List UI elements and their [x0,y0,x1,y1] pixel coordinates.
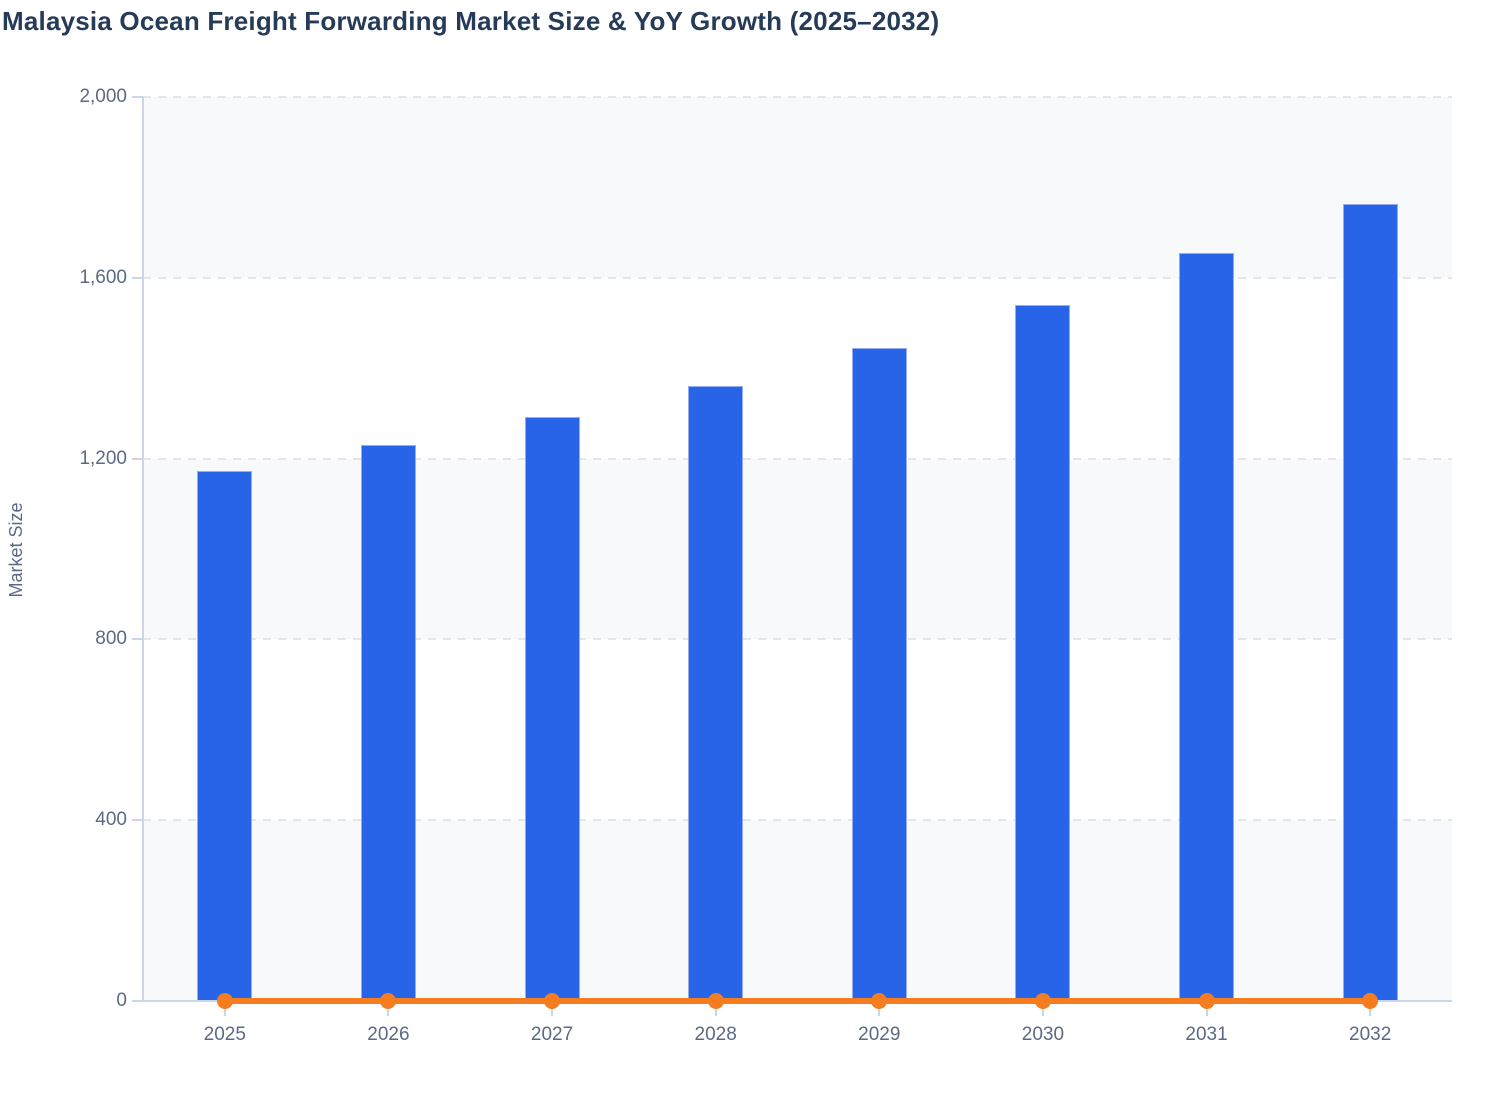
x-tick-mark [223,1002,226,1016]
bar-2032[interactable] [1342,204,1398,1001]
yoy-marker-2030[interactable] [1034,993,1051,1009]
x-tick-mark [714,1002,717,1016]
yoy-marker-2032[interactable] [1362,993,1379,1009]
bar-2028[interactable] [688,386,744,1001]
yoy-marker-2026[interactable] [380,993,397,1009]
gridline [143,96,1452,98]
y-tick-label-400: 400 [95,809,127,831]
x-tick-mark [1205,1002,1208,1016]
x-tick-label-2031: 2031 [1185,1024,1228,1045]
x-tick-label-2026: 2026 [367,1024,410,1045]
x-tick-mark [551,1002,554,1016]
gridline [143,457,1452,460]
y-tick-mark [132,1000,143,1002]
y-tick-mark [132,276,143,279]
x-tick-mark [1041,1002,1044,1016]
yoy-marker-2028[interactable] [707,993,724,1009]
x-tick-mark [878,1002,881,1016]
y-axis-line [142,97,144,1001]
plot-band [143,820,1452,1001]
bar-2031[interactable] [1179,253,1235,1001]
yoy-marker-2027[interactable] [544,993,561,1009]
yoy-marker-2029[interactable] [871,993,888,1009]
x-tick-mark [387,1002,390,1016]
x-tick-label-2025: 2025 [203,1024,246,1045]
chart-title: Malaysia Ocean Freight Forwarding Market… [2,6,940,36]
yoy-marker-2025[interactable] [216,993,233,1009]
plot-area [143,96,1452,1001]
yoy-marker-2031[interactable] [1198,993,1215,1009]
bar-2030[interactable] [1015,305,1071,1001]
x-tick-label-2027: 2027 [530,1024,574,1045]
plot-band [143,97,1452,278]
y-tick-label-2000: 2,000 [79,86,127,107]
y-tick-label-800: 800 [95,628,127,650]
y-tick-mark [132,638,143,641]
y-tick-mark [132,96,143,98]
bar-2025[interactable] [197,471,253,1001]
gridline [143,819,1452,822]
yoy-growth-line[interactable] [224,998,1371,1004]
bar-2029[interactable] [851,348,907,1001]
y-tick-mark [132,819,143,822]
y-axis-title: Market Size [6,502,26,598]
x-tick-label-2029: 2029 [858,1024,901,1045]
y-tick-label-1600: 1,600 [79,266,127,288]
x-tick-label-2030: 2030 [1021,1024,1065,1045]
plot-band [143,277,1452,459]
bar-2027[interactable] [524,417,580,1001]
plot-band [143,639,1452,821]
y-tick-label-1200: 1,200 [79,447,127,469]
gridline [143,638,1452,641]
plot-band [143,458,1452,640]
y-tick-mark [132,457,143,460]
x-tick-label-2028: 2028 [694,1024,737,1045]
x-tick-label-2032: 2032 [1349,1024,1392,1045]
gridline [143,276,1452,279]
bar-2026[interactable] [360,445,416,1001]
x-tick-mark [1369,1002,1372,1016]
y-tick-label-0: 0 [116,990,127,1011]
